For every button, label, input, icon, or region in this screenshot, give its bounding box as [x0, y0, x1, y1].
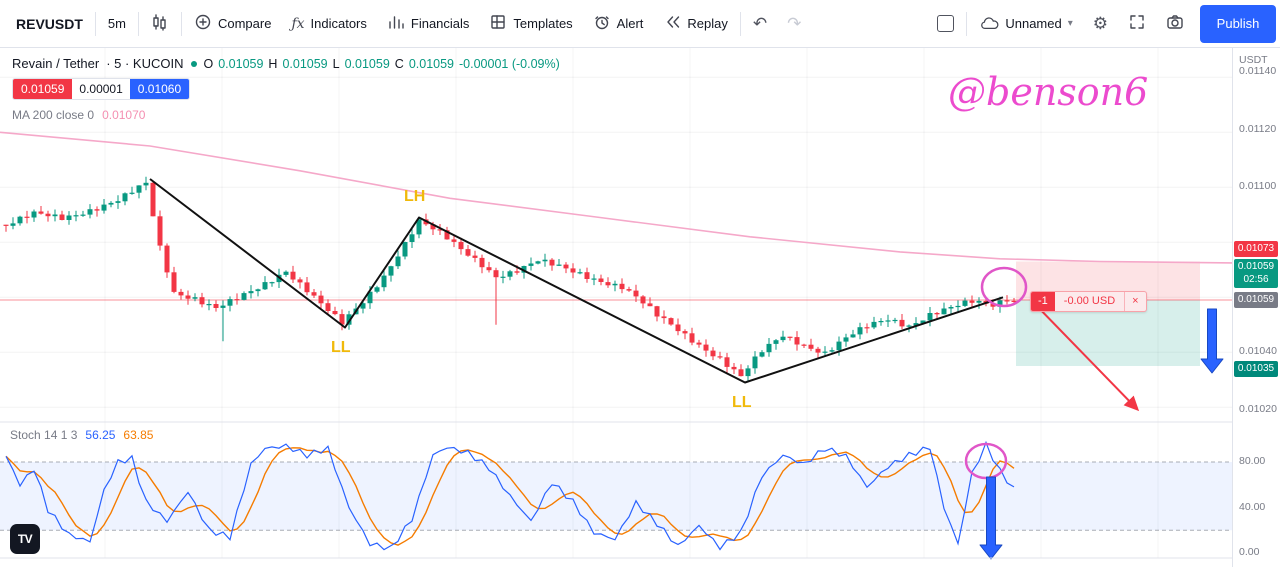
camera-icon: [1166, 13, 1184, 34]
market-status-dot: [190, 60, 197, 67]
fullscreen-icon: [1128, 13, 1146, 34]
svg-text:LL: LL: [331, 339, 351, 356]
single-layout-icon: [937, 15, 955, 32]
layout-name-label: Unnamed: [1005, 16, 1062, 31]
change-value: -0.00001 (-0.09%): [459, 56, 560, 71]
axis-currency: USDT: [1239, 54, 1268, 66]
price-axis[interactable]: USDT 0.01140 0.01120 0.01100 0.01040 0.0…: [1232, 48, 1280, 567]
short-position-label[interactable]: -1 -0.00 USD ×: [1030, 291, 1147, 312]
templates-grid-icon: [489, 13, 507, 34]
stoch-axis-label: 80.00: [1239, 455, 1266, 467]
open-letter: O: [203, 56, 214, 71]
axis-label: 0.01100: [1239, 180, 1277, 192]
axis-label: 0.01020: [1239, 403, 1277, 415]
undo-icon: ↶: [752, 14, 768, 33]
ask-price: 0.01060: [129, 79, 190, 99]
high-letter: H: [268, 56, 278, 71]
layout-select-button[interactable]: [927, 7, 964, 41]
axis-label: 0.01140: [1239, 65, 1277, 77]
position-pnl: -0.00 USD: [1063, 295, 1116, 307]
tradingview-logo[interactable]: TV: [10, 524, 40, 554]
cloud-save-button[interactable]: Unnamed ▾: [969, 7, 1082, 41]
low-value: 0.01059: [344, 56, 390, 71]
undo-button[interactable]: ↶: [743, 7, 777, 41]
bid-price: 0.01059: [13, 79, 73, 99]
compare-label: Compare: [217, 16, 272, 31]
stochastic-legend[interactable]: Stoch 14 1 3 56.25 63.85: [10, 428, 153, 442]
axis-label: 0.01120: [1239, 123, 1277, 135]
line-price-tag: 0.01059: [1234, 292, 1278, 308]
close-letter: C: [394, 56, 404, 71]
redo-icon: ↷: [787, 14, 802, 33]
symbol-button[interactable]: REVUSDT: [16, 15, 83, 32]
pair-title: Revain / Tether: [12, 56, 100, 71]
top-toolbar: REVUSDT 5m Compare ƒx Indicators: [0, 0, 1280, 48]
fullscreen-button[interactable]: [1118, 7, 1156, 41]
stoch-name: Stoch 14 1 3: [10, 428, 78, 442]
ma-label: MA 200 close 0: [12, 108, 95, 122]
indicators-label: Indicators: [310, 16, 367, 31]
indicators-fx-icon: ƒx: [291, 15, 305, 32]
financials-label: Financials: [410, 16, 470, 31]
financials-button[interactable]: Financials: [377, 7, 480, 41]
chevron-down-icon: ▾: [1067, 18, 1073, 29]
open-value: 0.01059: [218, 56, 264, 71]
pair-meta: · 5 · KUCOIN: [106, 56, 184, 71]
toolbar-separator: [966, 11, 968, 36]
compare-plus-icon: [194, 13, 212, 34]
settings-button[interactable]: ⚙: [1083, 7, 1118, 41]
templates-label: Templates: [513, 16, 573, 31]
candlestick-style-icon: [151, 13, 169, 34]
bid-ask-spread[interactable]: 0.01059 0.00001 0.01060: [12, 78, 191, 100]
position-close-button[interactable]: ×: [1124, 292, 1145, 311]
stoch-k-value: 56.25: [85, 428, 116, 442]
axis-label: 0.01040: [1239, 345, 1277, 357]
bar-countdown: 02:56: [1243, 274, 1269, 285]
toolbar-separator: [739, 11, 741, 36]
templates-button[interactable]: Templates: [479, 7, 582, 41]
stoch-axis-label: 40.00: [1239, 501, 1266, 513]
close-value: 0.01059: [408, 56, 454, 71]
ma-price-tag: 0.01073: [1234, 241, 1278, 257]
toolbar-separator: [180, 11, 182, 36]
chart-style-button[interactable]: [141, 7, 179, 41]
publish-button[interactable]: Publish: [1200, 4, 1276, 43]
spread-value: 0.00001: [72, 79, 130, 99]
stoch-axis-label: 0.00: [1239, 546, 1260, 558]
alarm-clock-icon: [593, 13, 611, 34]
svg-text:LH: LH: [404, 188, 425, 205]
toolbar-left-group: REVUSDT 5m Compare ƒx Indicators: [6, 0, 811, 47]
svg-text:LL: LL: [732, 394, 752, 411]
replay-button[interactable]: Replay: [653, 7, 737, 41]
ma-legend-row[interactable]: MA 200 close 0 0.01070: [12, 108, 560, 122]
gear-icon: ⚙: [1092, 14, 1108, 33]
redo-button[interactable]: ↷: [777, 7, 811, 41]
toolbar-separator: [94, 11, 96, 36]
high-value: 0.01059: [282, 56, 328, 71]
financials-bars-icon: [387, 13, 405, 34]
alert-label: Alert: [616, 16, 644, 31]
ohlc-values: O 0.01059 H 0.01059 L 0.01059 C 0.01059 -0.0…: [204, 57, 560, 71]
cloud-icon: [979, 15, 999, 33]
toolbar-right-group: Unnamed ▾ ⚙ Publish: [927, 0, 1280, 47]
indicators-button[interactable]: ƒx Indicators: [281, 7, 376, 41]
position-qty: -1: [1031, 292, 1055, 311]
interval-button[interactable]: 5m: [107, 16, 126, 31]
low-letter: L: [332, 56, 340, 71]
target-price-tag: 0.01035: [1234, 361, 1278, 377]
replay-rewind-icon: [663, 13, 681, 34]
alert-button[interactable]: Alert: [583, 7, 654, 41]
stoch-d-value: 63.85: [123, 428, 154, 442]
last-price-tag: 0.01059 02:56: [1234, 259, 1278, 288]
snapshot-button[interactable]: [1156, 7, 1194, 41]
compare-button[interactable]: Compare: [184, 7, 281, 41]
replay-label: Replay: [687, 16, 728, 31]
ma-value: 0.01070: [102, 108, 146, 122]
last-price: 0.01059: [1237, 261, 1275, 272]
toolbar-separator: [137, 11, 139, 36]
